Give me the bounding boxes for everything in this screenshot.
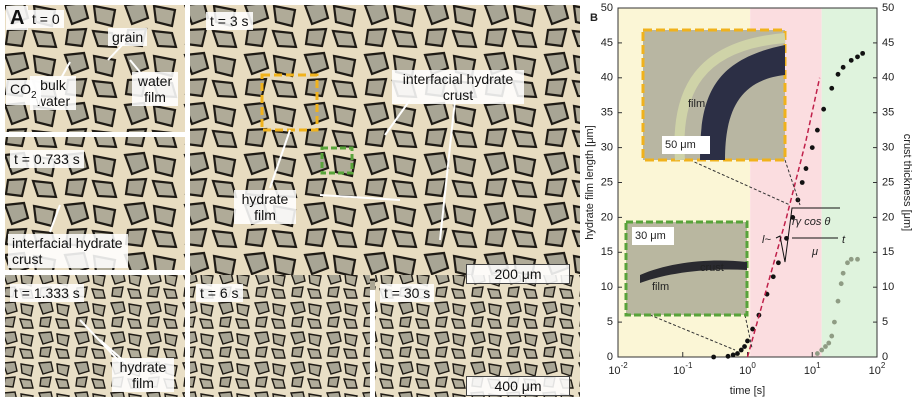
annotation: 50 μm [665, 139, 696, 151]
data-point [776, 260, 781, 265]
data-point [826, 341, 831, 346]
annotation: film [688, 98, 705, 110]
y2-tick-label: 15 [882, 246, 894, 258]
data-point [771, 274, 776, 279]
data-point [742, 344, 747, 349]
data-point [821, 107, 826, 112]
annotation: film [652, 281, 669, 293]
y2-tick-label: 45 [882, 37, 894, 49]
y-tick-label: 50 [601, 2, 613, 14]
figure: A t = 0 grain bulk water water film CO2 … [0, 0, 916, 402]
data-point [735, 351, 740, 356]
data-point [836, 72, 841, 77]
y-axis-label: hydrate film length [μm] [584, 125, 596, 240]
data-point [832, 320, 837, 325]
x-tick-label: 102 [869, 361, 886, 377]
data-point [823, 344, 828, 349]
y2-tick-label: 40 [882, 72, 894, 84]
x-tick-exponent: 2 [881, 361, 886, 370]
y-tick-label: 30 [601, 142, 613, 154]
x-tick-exponent: -1 [685, 361, 693, 370]
data-point [815, 128, 820, 133]
data-point [860, 51, 865, 56]
x-tick-label: 101 [804, 361, 821, 377]
y-tick-label: 25 [601, 176, 613, 188]
data-point [849, 257, 854, 262]
y-tick-label: 10 [601, 281, 613, 293]
data-point [726, 354, 731, 359]
y2-tick-label: 10 [882, 281, 894, 293]
formula: rγ cos θ [792, 216, 830, 228]
x-tick-label: 10-2 [608, 361, 628, 377]
data-point [845, 260, 850, 265]
y-tick-label: 15 [601, 246, 613, 258]
data-point [745, 339, 750, 344]
data-point [839, 281, 844, 286]
x-tick-base: 10 [608, 365, 620, 377]
data-point [739, 348, 744, 353]
annotation: 30 μm [635, 230, 666, 242]
x-tick-label: 10-1 [673, 361, 693, 377]
annotation: crust [700, 262, 724, 274]
formula: l~ [762, 234, 771, 246]
data-point [836, 299, 841, 304]
data-point [829, 334, 834, 339]
data-point [829, 86, 834, 91]
y2-tick-label: 5 [882, 316, 888, 328]
data-point [800, 180, 805, 185]
x-tick-base: 10 [673, 365, 685, 377]
panel-label: B [590, 12, 598, 24]
data-point [711, 355, 716, 360]
x-tick-exponent: 0 [751, 361, 756, 370]
y-tick-label: 40 [601, 72, 613, 84]
y2-tick-label: 35 [882, 107, 894, 119]
y2-tick-label: 30 [882, 142, 894, 154]
x-tick-base: 10 [869, 365, 881, 377]
x-tick-label: 100 [739, 361, 756, 377]
x-axis-label: time [s] [730, 385, 765, 397]
y-tick-label: 5 [607, 316, 613, 328]
data-point [841, 271, 846, 276]
y2-axis-label: crust thickness [μm] [901, 134, 913, 231]
y-tick-label: 20 [601, 211, 613, 223]
formula: μ [811, 246, 818, 258]
data-point [810, 145, 815, 150]
data-point [731, 353, 736, 358]
y2-tick-label: 25 [882, 176, 894, 188]
y-tick-label: 45 [601, 37, 613, 49]
y2-tick-label: 50 [882, 2, 894, 14]
data-point [804, 166, 809, 171]
data-point [819, 348, 824, 353]
data-point [849, 58, 854, 63]
y2-tick-label: 20 [882, 211, 894, 223]
data-point [841, 65, 846, 70]
y-tick-label: 0 [607, 351, 613, 363]
x-tick-base: 10 [739, 365, 751, 377]
x-tick-exponent: 1 [816, 361, 821, 370]
x-tick-exponent: -2 [621, 361, 629, 370]
x-tick-base: 10 [804, 365, 816, 377]
y-tick-label: 35 [601, 107, 613, 119]
data-point [815, 351, 820, 356]
chart: 0 5 10 15 20 25 30 35 40 45 50 0 5 10 15 20 25 30 35 40 45 50… [0, 0, 916, 402]
data-point [855, 54, 860, 59]
data-point [855, 257, 860, 262]
